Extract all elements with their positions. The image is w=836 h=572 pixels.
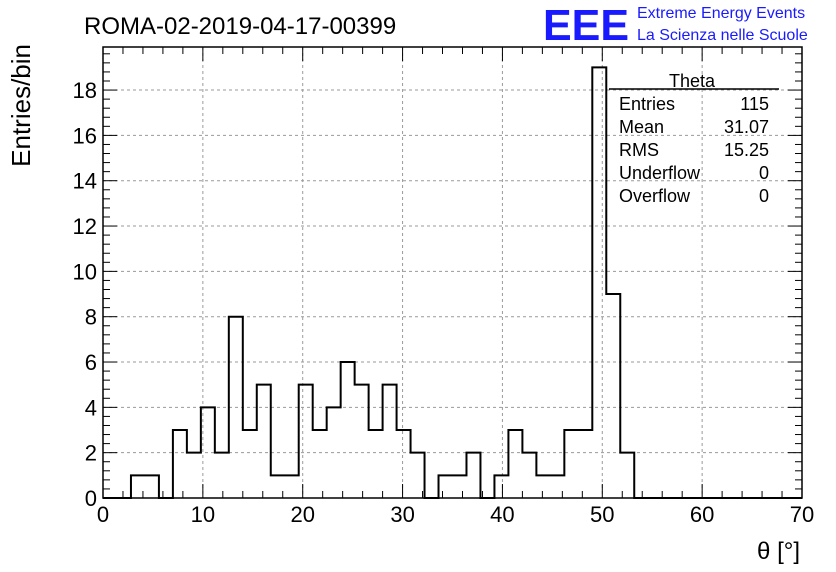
stats-underflow-label: Underflow <box>619 163 701 183</box>
y-tick-label: 10 <box>73 259 97 284</box>
stats-rms-label: RMS <box>619 140 659 160</box>
plot-frame <box>102 46 803 499</box>
y-tick-label: 16 <box>73 123 97 148</box>
eee-logo-mark: EEE <box>543 1 629 50</box>
y-tick-label: 8 <box>85 305 97 330</box>
x-tick-label: 10 <box>191 502 215 527</box>
y-tick-label: 0 <box>85 486 97 511</box>
y-axis-label: Entries/bin <box>6 44 36 167</box>
stats-entries-label: Entries <box>619 94 675 114</box>
y-tick-label: 4 <box>85 395 97 420</box>
chart-title: ROMA-02-2019-04-17-00399 <box>84 13 396 40</box>
stats-underflow-value: 0 <box>759 163 769 183</box>
y-tick-label: 18 <box>73 78 97 103</box>
y-tick-label: 14 <box>73 169 97 194</box>
x-tick-label: 0 <box>97 502 109 527</box>
x-tick-label: 20 <box>290 502 314 527</box>
x-tick-label: 60 <box>690 502 714 527</box>
x-tick-label: 70 <box>790 502 814 527</box>
stats-overflow-value: 0 <box>759 186 769 206</box>
eee-logo-line1: Extreme Energy Events <box>637 5 805 22</box>
stats-mean-value: 31.07 <box>724 117 769 137</box>
eee-logo-line2: La Scienza nelle Scuole <box>637 27 808 44</box>
stats-rms-value: 15.25 <box>724 140 769 160</box>
y-tick-labels: 0 2 4 6 8 10 12 14 16 18 <box>73 78 97 511</box>
x-tick-label: 40 <box>490 502 514 527</box>
x-tick-label: 30 <box>390 502 414 527</box>
stats-overflow-label: Overflow <box>619 186 691 206</box>
y-tick-label: 6 <box>85 350 97 375</box>
x-axis-label: θ [°] <box>757 538 800 565</box>
x-tick-label: 50 <box>590 502 614 527</box>
stats-box: Theta Entries 115 Mean 31.07 RMS 15.25 U… <box>609 71 779 206</box>
x-tick-labels: 0 10 20 30 40 50 60 70 <box>97 502 814 527</box>
stats-mean-label: Mean <box>619 117 664 137</box>
stats-box-title: Theta <box>669 71 716 91</box>
y-tick-label: 12 <box>73 214 97 239</box>
histogram-outline <box>103 66 802 499</box>
y-tick-label: 2 <box>85 441 97 466</box>
eee-logo: EEE Extreme Energy Events La Scienza nel… <box>543 1 808 50</box>
axis-ticks <box>102 47 803 499</box>
stats-entries-value: 115 <box>740 94 769 114</box>
